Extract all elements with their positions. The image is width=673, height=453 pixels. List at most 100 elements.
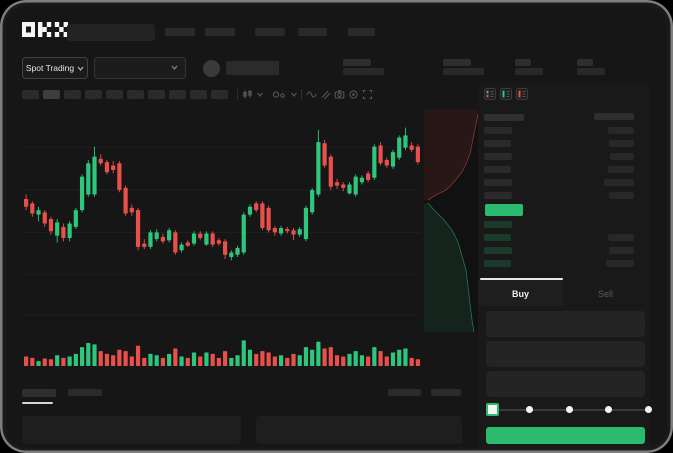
market-type-label: Spot Trading [25, 63, 75, 73]
ask-price-bar [484, 153, 512, 160]
bid-price-bar [484, 221, 512, 228]
top-nav [165, 28, 380, 37]
candlestick-chart [22, 112, 420, 335]
chevron-down-icon[interactable] [290, 89, 298, 100]
tab-sell-label[interactable]: Sell [597, 289, 613, 299]
chevron-down-icon [171, 65, 178, 70]
ask-amount-bar [604, 179, 634, 186]
order-book [478, 106, 650, 278]
timeframe-block[interactable] [148, 90, 165, 99]
ask-price-bar [484, 127, 512, 134]
ask-amount-bar [609, 192, 634, 199]
stat-label-block [443, 59, 471, 66]
timeframe-block[interactable] [211, 90, 228, 99]
ask-row[interactable] [478, 192, 650, 202]
fullscreen-icon[interactable] [362, 89, 373, 100]
draw-icon[interactable] [320, 89, 331, 100]
timeframe-block[interactable] [169, 90, 186, 99]
toolbar-divider [301, 89, 302, 100]
bid-price-bar [484, 234, 511, 241]
timeframe-block[interactable] [85, 90, 102, 99]
stat-label-block [577, 59, 593, 66]
timeframe-block[interactable] [106, 90, 123, 99]
pair-dropdown[interactable] [94, 57, 186, 79]
bottom-tab-2[interactable] [68, 389, 102, 396]
nav-item-block[interactable] [298, 28, 327, 36]
buy-submit-button[interactable] [486, 427, 645, 444]
slider-stop[interactable] [644, 406, 652, 413]
nav-item-block[interactable] [255, 28, 285, 36]
bottom-panel-left [22, 416, 241, 444]
bid-amount-bar [606, 260, 634, 267]
last-price-block[interactable] [485, 204, 523, 216]
timeframe-block[interactable] [127, 90, 144, 99]
ask-price-bar [484, 192, 512, 199]
order-field-price[interactable] [486, 311, 645, 337]
tab-buy[interactable] [478, 280, 563, 306]
okx-logo[interactable] [22, 22, 68, 37]
bid-price-bar [484, 260, 511, 267]
bid-row[interactable] [478, 247, 650, 257]
bid-price-bar [484, 247, 512, 254]
market-search-placeholder[interactable] [67, 24, 155, 41]
timeframe-toolbar [22, 90, 228, 100]
toolbar-divider [237, 89, 238, 100]
chevron-down-icon [77, 66, 84, 71]
ticker-stats [343, 59, 613, 76]
ob-header-bar-left [484, 114, 524, 121]
bid-row[interactable] [478, 221, 650, 231]
book-asks-icon[interactable] [516, 88, 528, 100]
ask-amount-bar [608, 127, 634, 134]
bottom-action-1[interactable] [388, 389, 421, 396]
stat-label-block [515, 59, 531, 66]
ask-row[interactable] [478, 153, 650, 163]
slider-stop[interactable] [526, 406, 533, 413]
ask-price-bar [484, 166, 511, 173]
active-tab-indicator [480, 278, 563, 280]
nav-item-block[interactable] [205, 28, 235, 36]
slider-handle[interactable] [485, 403, 499, 416]
target-icon[interactable] [348, 89, 359, 100]
order-field-total[interactable] [486, 371, 645, 397]
bid-row[interactable] [478, 260, 650, 270]
timeframe-block[interactable] [43, 90, 60, 99]
avatar[interactable] [203, 60, 220, 77]
indicators-icon[interactable] [272, 89, 286, 100]
timeframe-block[interactable] [64, 90, 81, 99]
depth-chart [424, 110, 478, 332]
ask-price-bar [484, 179, 512, 186]
slider-stop[interactable] [565, 406, 573, 413]
bottom-action-2[interactable] [431, 389, 461, 396]
stat-value-block [515, 68, 543, 75]
ask-amount-bar [608, 166, 634, 173]
nav-item-block[interactable] [165, 28, 195, 36]
chevron-down-icon[interactable] [256, 89, 264, 100]
volume-chart [22, 338, 420, 366]
stat-value-block [443, 68, 484, 75]
ask-row[interactable] [478, 127, 650, 137]
book-combined-icon[interactable] [484, 88, 496, 100]
account-placeholder [226, 61, 279, 75]
timeframe-block[interactable] [22, 90, 39, 99]
candle-style-icon[interactable] [242, 89, 253, 100]
ask-row[interactable] [478, 166, 650, 176]
market-type-selector[interactable]: Spot Trading [22, 57, 88, 79]
ask-row[interactable] [478, 179, 650, 189]
timeframe-block[interactable] [190, 90, 207, 99]
tab-buy-label[interactable]: Buy [511, 289, 529, 299]
book-bids-icon[interactable] [500, 88, 512, 100]
ask-row[interactable] [478, 140, 650, 150]
order-field-amount[interactable] [486, 341, 645, 367]
ask-amount-bar [610, 153, 634, 160]
bid-row[interactable] [478, 234, 650, 244]
bottom-panel-right [256, 416, 462, 444]
nav-item-block[interactable] [348, 28, 375, 36]
ob-header-bar-right [594, 113, 634, 120]
camera-icon[interactable] [334, 89, 345, 100]
bottom-tab-1[interactable] [22, 389, 56, 397]
wave-icon[interactable] [306, 89, 317, 100]
stat-label-block [343, 59, 371, 66]
slider-stop[interactable] [605, 406, 612, 413]
ask-amount-bar [609, 140, 634, 147]
